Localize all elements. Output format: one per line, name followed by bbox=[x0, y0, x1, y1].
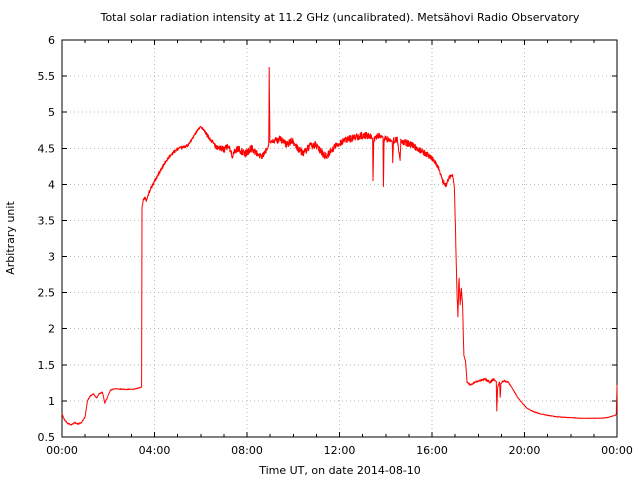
y-tick-label: 3 bbox=[48, 251, 55, 264]
x-tick-label: 04:00 bbox=[139, 444, 171, 457]
y-tick-label: 6 bbox=[48, 34, 55, 47]
plot-frame bbox=[61, 39, 618, 438]
y-tick-label: 0.5 bbox=[38, 431, 56, 444]
data-line bbox=[61, 66, 618, 426]
series-layer bbox=[61, 66, 618, 426]
x-tick-label: 00:00 bbox=[601, 444, 633, 457]
y-tick-label: 2.5 bbox=[38, 287, 56, 300]
y-axis-label: Arbitrary unit bbox=[4, 201, 17, 275]
y-tick-label: 1 bbox=[48, 395, 55, 408]
y-tick-label: 1.5 bbox=[38, 359, 56, 372]
chart-title: Total solar radiation intensity at 11.2 … bbox=[100, 11, 580, 24]
y-tick-label: 4.5 bbox=[38, 142, 56, 155]
y-tick-label: 5.5 bbox=[38, 70, 56, 83]
axis-layer: 0.5 1 1.5 2 2.5 3 3.5 4 4.5 5 5.5 6 00:00 04:00 08:00 1… bbox=[38, 34, 633, 457]
x-tick-label: 00:00 bbox=[46, 444, 78, 457]
y-tick-label: 4 bbox=[48, 178, 55, 191]
grid-layer bbox=[62, 40, 617, 437]
x-tick-label: 20:00 bbox=[509, 444, 541, 457]
x-tick-label: 16:00 bbox=[416, 444, 448, 457]
x-tick-label: 08:00 bbox=[231, 444, 263, 457]
x-axis-label: Time UT, on date 2014-08-10 bbox=[258, 464, 421, 477]
x-tick-label: 12:00 bbox=[324, 444, 356, 457]
y-tick-label: 3.5 bbox=[38, 214, 56, 227]
y-tick-label: 5 bbox=[48, 106, 55, 119]
y-tick-label: 2 bbox=[48, 323, 55, 336]
